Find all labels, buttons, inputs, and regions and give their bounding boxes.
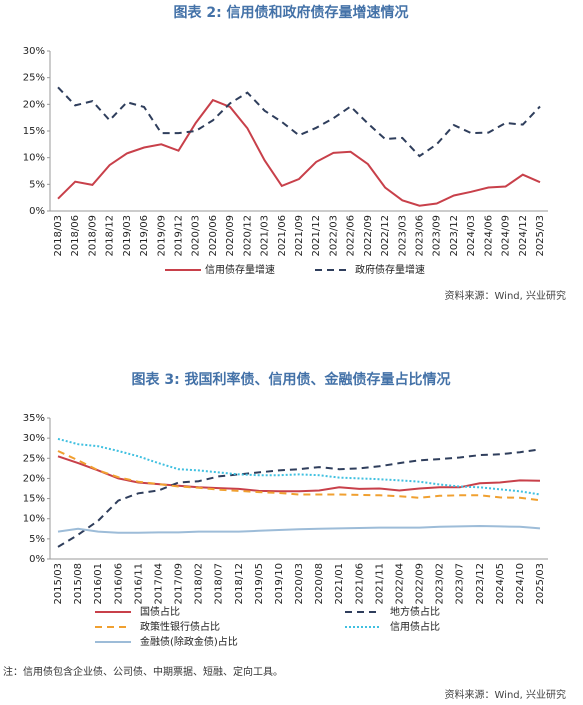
- x-tick-label: 2015/08: [73, 563, 84, 605]
- y-tick-label: 0%: [29, 206, 45, 217]
- x-tick-label: 2020/03: [294, 563, 305, 605]
- x-tick-label: 2016/06: [113, 563, 124, 605]
- x-tick-label: 2023/07: [455, 563, 466, 605]
- x-tick-label: 2020/06: [208, 215, 219, 257]
- series-line: [57, 86, 541, 158]
- x-tick-label: 2016/11: [133, 563, 144, 605]
- chart-title: 图表 2: 信用债和政府债存量增速情况: [173, 4, 408, 21]
- series-line: [57, 448, 541, 548]
- x-tick-label: 2018/06: [70, 215, 81, 257]
- x-tick-label: 2021/11: [374, 563, 385, 605]
- x-tick-label: 2018/07: [214, 563, 225, 605]
- y-tick-label: 15%: [23, 494, 45, 505]
- y-tick-label: 20%: [23, 99, 45, 110]
- x-tick-label: 2024/10: [515, 563, 526, 605]
- y-tick-label: 5%: [29, 534, 45, 545]
- x-tick-label: 2021/06: [354, 563, 365, 605]
- x-tick-label: 2019/06: [139, 215, 150, 257]
- x-tick-label: 2018/12: [234, 563, 245, 605]
- y-tick-label: 30%: [23, 433, 45, 444]
- legend-label: 国债占比: [140, 605, 180, 618]
- legend-label: 政府债存量增速: [355, 263, 425, 276]
- source: 资料来源：Wind, 兴业研究: [445, 289, 567, 302]
- chart-title: 图表 3: 我国利率债、信用债、金融债存量占比情况: [131, 371, 450, 388]
- series-line: [57, 524, 541, 534]
- x-tick-label: 2024/03: [466, 215, 477, 257]
- x-tick-label: 2024/06: [483, 215, 494, 257]
- x-tick-label: 2018/03: [53, 215, 64, 257]
- y-tick-label: 20%: [23, 473, 45, 484]
- x-tick-label: 2015/03: [53, 563, 64, 605]
- x-tick-label: 2021/09: [294, 215, 305, 257]
- x-tick-label: 2017/09: [174, 563, 185, 605]
- x-tick-label: 2024/05: [495, 563, 506, 605]
- x-tick-label: 2021/06: [277, 215, 288, 257]
- x-tick-label: 2021/01: [334, 563, 345, 605]
- legend-label: 金融债(除政金债)占比: [140, 635, 238, 648]
- x-tick-label: 2020/03: [191, 215, 202, 257]
- y-tick-label: 25%: [23, 453, 45, 464]
- x-tick-label: 2022/03: [328, 215, 339, 257]
- source: 资料来源：Wind, 兴业研究: [445, 688, 567, 701]
- x-tick-label: 2016/01: [93, 563, 104, 605]
- x-tick-label: 2021/03: [260, 215, 271, 257]
- x-tick-label: 2023/12: [449, 215, 460, 257]
- x-tick-label: 2023/02: [435, 563, 446, 605]
- x-tick-label: 2021/12: [311, 215, 322, 257]
- x-tick-label: 2023/09: [432, 215, 443, 257]
- y-tick-label: 0%: [29, 554, 45, 565]
- x-tick-label: 2023/12: [475, 563, 486, 605]
- x-tick-label: 2023/06: [415, 215, 426, 257]
- x-tick-label: 2017/04: [153, 563, 164, 605]
- y-tick-label: 30%: [23, 46, 45, 57]
- legend-label: 信用债存量增速: [205, 263, 275, 276]
- x-tick-label: 2020/09: [225, 215, 236, 257]
- legend-label: 政策性银行债占比: [140, 620, 220, 633]
- y-tick-label: 5%: [29, 179, 45, 190]
- legend-label: 地方债占比: [390, 605, 440, 618]
- x-tick-label: 2018/12: [105, 215, 116, 257]
- x-tick-label: 2019/09: [156, 215, 167, 257]
- x-tick-label: 2018/09: [87, 215, 98, 257]
- x-tick-label: 2019/12: [174, 215, 185, 257]
- x-tick-label: 2022/04: [394, 563, 405, 605]
- x-tick-label: 2018/02: [194, 563, 205, 605]
- x-tick-label: 2020/12: [242, 215, 253, 257]
- x-tick-label: 2022/12: [380, 215, 391, 257]
- x-tick-label: 2024/12: [518, 215, 529, 257]
- x-tick-label: 2019/05: [254, 563, 265, 605]
- x-tick-label: 2019/03: [122, 215, 133, 257]
- x-tick-label: 2019/10: [274, 563, 285, 605]
- x-tick-label: 2024/09: [501, 215, 512, 257]
- series-line: [57, 98, 541, 207]
- y-tick-label: 15%: [23, 126, 45, 137]
- x-tick-label: 2023/03: [397, 215, 408, 257]
- x-tick-label: 2025/03: [535, 563, 546, 605]
- series-line: [57, 437, 541, 496]
- note: 注：信用债包含企业债、公司债、中期票据、短融、定向工具。: [3, 665, 283, 678]
- x-tick-label: 2022/06: [346, 215, 357, 257]
- x-tick-label: 2022/09: [415, 563, 426, 605]
- y-tick-label: 25%: [23, 73, 45, 84]
- y-tick-label: 10%: [23, 514, 45, 525]
- x-tick-label: 2020/08: [314, 563, 325, 605]
- x-tick-label: 2025/03: [535, 215, 546, 257]
- y-tick-label: 35%: [23, 413, 45, 424]
- series-line: [57, 450, 541, 502]
- legend-label: 信用债占比: [390, 620, 440, 633]
- x-tick-label: 2022/09: [363, 215, 374, 257]
- y-tick-label: 10%: [23, 153, 45, 164]
